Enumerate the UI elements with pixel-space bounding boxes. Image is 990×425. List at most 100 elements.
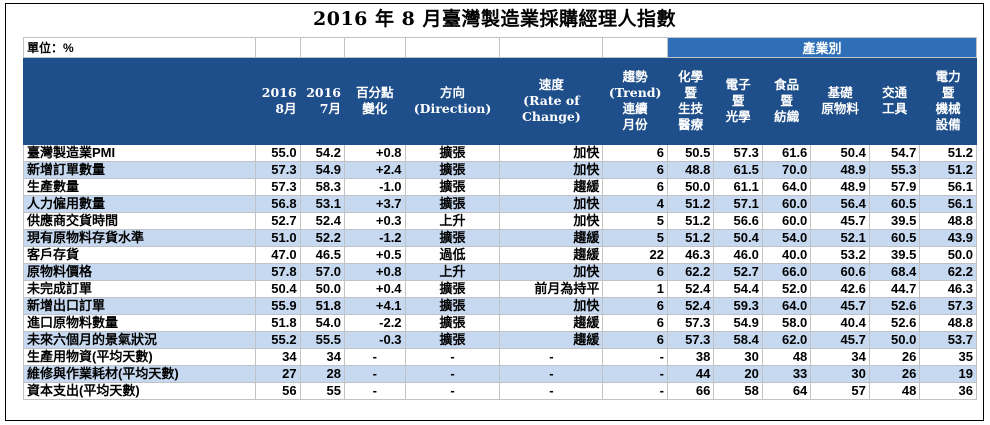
table-cell: 6 xyxy=(602,297,668,315)
table-cell: 趨緩 xyxy=(499,229,604,247)
table-cell: 68.4 xyxy=(868,263,921,281)
table-cell: 48 xyxy=(761,348,812,366)
table-row: 新增出口訂單 55.9 51.8 +4.1 擴張 加快 6 52.4 59.3 64.0 45.7 5… xyxy=(22,297,977,315)
table-cell: 擴張 xyxy=(404,297,501,315)
table-cell: 39.5 xyxy=(868,212,921,230)
table-cell: 43.9 xyxy=(919,229,977,247)
table-cell: 57 xyxy=(810,382,870,400)
table-cell: +4.1 xyxy=(343,297,406,315)
table-cell: 54.7 xyxy=(868,144,921,162)
row-label: 臺灣製造業PMI xyxy=(22,144,257,162)
table-cell: 51.2 xyxy=(666,195,715,213)
table-cell: 51.0 xyxy=(255,229,301,247)
row-label: 供應商交貨時間 xyxy=(22,212,257,230)
table-cell: 52.6 xyxy=(868,314,921,332)
table-cell: 60.0 xyxy=(761,212,812,230)
table-cell: 27 xyxy=(255,365,301,383)
table-cell: 26 xyxy=(868,365,921,383)
table-cell: 28 xyxy=(299,365,345,383)
category-header: 產業別 xyxy=(666,37,978,58)
column-header: 速度 (Rate of Change) xyxy=(499,57,604,145)
pmi-table-sheet: 單位：% 產業別 2016 8月 2016 7月 百分點 變化 方向 (Direction) 速… xyxy=(22,37,978,400)
table-cell: - xyxy=(602,348,668,366)
table-row: 人力僱用數量 56.8 53.1 +3.7 擴張 加快 4 51.2 57.1 60.0 56.4 6… xyxy=(22,195,977,213)
table-cell: 50.4 xyxy=(255,280,301,298)
table-cell: 55.2 xyxy=(255,331,301,349)
table-cell: 44 xyxy=(666,365,715,383)
table-cell: 擴張 xyxy=(404,144,501,162)
table-cell: 52.1 xyxy=(810,229,870,247)
table-cell: 趨緩 xyxy=(499,246,604,264)
table-cell: 36 xyxy=(919,382,977,400)
row-label: 生產用物資(平均天數) xyxy=(22,348,257,366)
row-label: 人力僱用數量 xyxy=(22,195,257,213)
table-row: 客戶存貨 47.0 46.5 +0.5 過低 趨緩 22 46.3 46.0 40.0 53.2 39… xyxy=(22,246,977,264)
column-header: 電力暨機械 設備 xyxy=(919,57,977,145)
table-cell: 54.2 xyxy=(299,144,345,162)
table-cell: 57.1 xyxy=(713,195,763,213)
table-cell: 加快 xyxy=(499,263,604,281)
table-cell: 52.4 xyxy=(666,297,715,315)
table-cell: - xyxy=(602,382,668,400)
table-cell: 56.8 xyxy=(255,195,301,213)
table-cell: 33 xyxy=(761,365,812,383)
table-cell: 擴張 xyxy=(404,280,501,298)
table-row: 維修與作業耗材(平均天數) 27 28- - - -44 20 33 30 26 19 xyxy=(22,365,977,383)
table-cell: - xyxy=(499,348,604,366)
table-cell: 53.7 xyxy=(919,331,977,349)
table-row: 未完成訂單 50.4 50.0 +0.4 擴張 前月為持平 1 52.4 54.4 52.0 42.… xyxy=(22,280,977,298)
table-cell: - xyxy=(404,382,501,400)
table-cell: 趨緩 xyxy=(499,178,604,196)
table-cell: 60.0 xyxy=(761,195,812,213)
table-cell: 6 xyxy=(602,331,668,349)
table-cell: - xyxy=(404,348,501,366)
table-cell: 59.3 xyxy=(713,297,763,315)
table-cell: 53.2 xyxy=(810,246,870,264)
table-row: 資本支出(平均天數) 56 55- - - -66 58 64 57 48 36 xyxy=(22,382,977,400)
table-cell: 6 xyxy=(602,144,668,162)
table-cell: 64.0 xyxy=(761,178,812,196)
table-cell: 55.3 xyxy=(868,161,921,179)
table-cell: +3.7 xyxy=(343,195,406,213)
table-cell: 61.5 xyxy=(713,161,763,179)
report-title: 2016 年 8 月臺灣製造業採購經理人指數 xyxy=(313,8,676,30)
table-row: 現有原物料存貨水準 51.0 52.2 -1.2 擴張 趨緩 5 51.2 50.4 54.0 52… xyxy=(22,229,977,247)
table-cell: 60.5 xyxy=(868,229,921,247)
table-cell: - xyxy=(404,365,501,383)
column-header: 化學暨生技 醫療 xyxy=(666,57,715,145)
row-label: 新增出口訂單 xyxy=(22,297,257,315)
table-cell: 擴張 xyxy=(404,195,501,213)
table-cell: 48.8 xyxy=(919,212,977,230)
table-cell: 52.7 xyxy=(255,212,301,230)
table-cell: 上升 xyxy=(404,212,501,230)
table-cell: 48.8 xyxy=(919,314,977,332)
table-cell: 57.3 xyxy=(255,161,301,179)
table-cell: 50.4 xyxy=(713,229,763,247)
table-row: 進口原物料數量 51.8 54.0 -2.2 擴張 趨緩 6 57.3 54.9 58.0 40.4… xyxy=(22,314,977,332)
table-cell: 40.0 xyxy=(761,246,812,264)
table-cell: 45.7 xyxy=(810,297,870,315)
table-cell: 過低 xyxy=(404,246,501,264)
table-cell: 52.2 xyxy=(299,229,345,247)
table-cell: -1.2 xyxy=(343,229,406,247)
row-label: 進口原物料數量 xyxy=(22,314,257,332)
table-cell: 56.1 xyxy=(919,178,977,196)
table-cell: 6 xyxy=(602,178,668,196)
table-cell: 30 xyxy=(810,365,870,383)
row-label: 現有原物料存貨水準 xyxy=(22,229,257,247)
table-cell: 56.4 xyxy=(810,195,870,213)
table-cell: +0.4 xyxy=(343,280,406,298)
unit-label: 單位：% xyxy=(22,37,257,58)
table-cell: 51.8 xyxy=(255,314,301,332)
column-header xyxy=(22,57,257,145)
column-header: 趨勢 (Trend) 連續 月份 xyxy=(602,57,668,145)
unit-row: 單位：% 產業別 xyxy=(22,37,978,58)
table-row: 供應商交貨時間 52.7 52.4 +0.3 上升 加快 5 51.2 56.6 60.0 45.7… xyxy=(22,212,977,230)
table-cell: 52.4 xyxy=(666,280,715,298)
table-cell: 39.5 xyxy=(868,246,921,264)
table-cell: 擴張 xyxy=(404,314,501,332)
table-cell: - xyxy=(343,382,406,400)
table-cell: 60.6 xyxy=(810,263,870,281)
table-cell: 54.4 xyxy=(713,280,763,298)
table-cell: 51.2 xyxy=(919,144,977,162)
